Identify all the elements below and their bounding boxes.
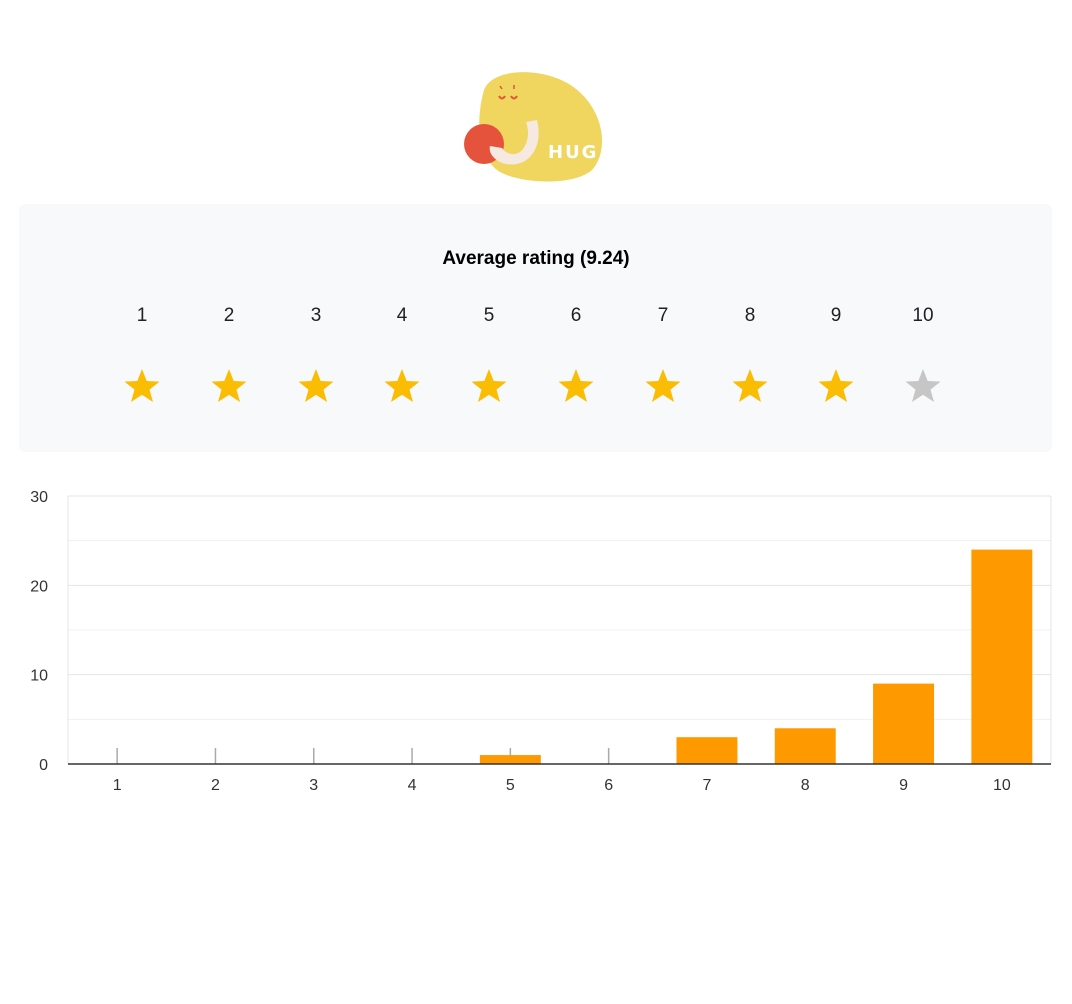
star-filled-icon <box>122 366 162 406</box>
x-tick-label: 3 <box>309 777 318 794</box>
average-rating-value: (9.24) <box>579 248 630 269</box>
chart-svg: 0 10 20 30 1 2 3 4 5 6 7 8 9 10 <box>30 489 1052 794</box>
star-filled-icon <box>643 366 683 406</box>
average-rating-number: 9.24 <box>586 248 624 269</box>
bar <box>873 683 935 764</box>
hug-logo-graphic: HUG <box>464 72 603 182</box>
y-tick-label: 0 <box>39 757 48 774</box>
ratings-bar-chart: 0 10 20 30 1 2 3 4 5 6 7 8 9 10 <box>0 470 1072 810</box>
star-filled-icon <box>382 366 422 406</box>
rating-panel <box>19 204 1052 452</box>
star-filled-icon <box>209 366 249 406</box>
bar <box>971 549 1033 764</box>
rating-scale-label: 9 <box>830 305 842 326</box>
star-filled-icon <box>816 366 856 406</box>
rating-scale-label: 1 <box>136 305 148 326</box>
logo-text: HUG <box>548 142 598 163</box>
average-rating-heading: Average rating (9.24) <box>0 248 1072 270</box>
bar <box>479 755 541 764</box>
average-rating-label: Average rating <box>442 248 575 269</box>
x-tick-label: 2 <box>211 777 220 794</box>
x-tick-label: 7 <box>702 777 711 794</box>
star-filled-icon <box>296 366 336 406</box>
star-filled-icon <box>469 366 509 406</box>
y-tick-label: 30 <box>30 489 48 506</box>
y-tick-label: 10 <box>30 668 48 685</box>
rating-scale-label: 10 <box>912 305 934 326</box>
star-filled-icon <box>556 366 596 406</box>
rating-scale-label: 3 <box>310 305 322 326</box>
y-tick-label: 20 <box>30 578 48 595</box>
x-tick-label: 6 <box>604 777 613 794</box>
bar <box>774 728 836 764</box>
rating-scale-label: 5 <box>483 305 495 326</box>
rating-scale-label: 2 <box>223 305 235 326</box>
bar <box>676 737 738 764</box>
star-filled-icon <box>730 366 770 406</box>
rating-scale-label: 8 <box>744 305 756 326</box>
rating-scale-label: 6 <box>570 305 582 326</box>
x-tick-label: 8 <box>801 777 810 794</box>
hug-logo: HUG <box>462 68 608 184</box>
x-tick-label: 4 <box>408 777 417 794</box>
star-empty-icon <box>903 366 943 406</box>
rating-scale-label: 4 <box>396 305 408 326</box>
x-tick-label: 10 <box>993 777 1011 794</box>
x-tick-label: 9 <box>899 777 908 794</box>
x-tick-label: 1 <box>113 777 122 794</box>
x-tick-label: 5 <box>506 777 515 794</box>
rating-scale-label: 7 <box>657 305 669 326</box>
